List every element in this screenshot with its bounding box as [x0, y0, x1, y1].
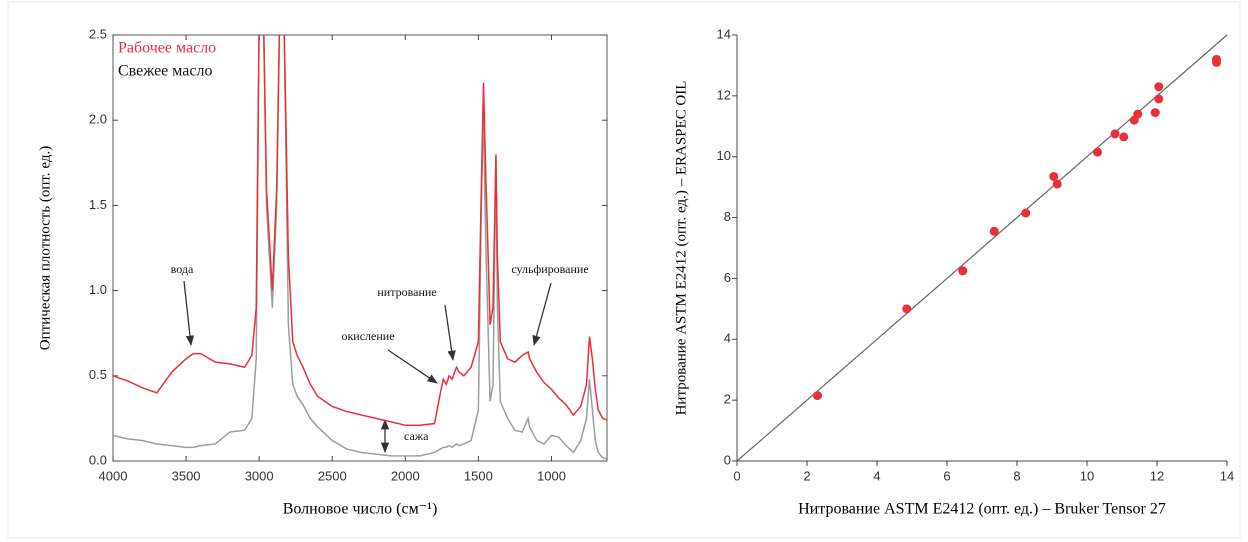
y-axis-label: Оптическая плотность (опт. ед.): [37, 146, 53, 350]
annotation: сульфирование: [511, 262, 588, 276]
y-tick-label: 0.5: [89, 367, 107, 382]
point: [1119, 132, 1129, 142]
point: [1021, 208, 1031, 218]
y-tick-label: 10: [717, 148, 731, 163]
spectrum-line: [113, 35, 607, 460]
y-tick-label: 2.0: [89, 112, 107, 127]
point: [902, 304, 912, 314]
point: [1052, 179, 1062, 189]
y-tick-label: 12: [717, 87, 731, 102]
x-tick-label: 8: [1013, 468, 1020, 483]
x-tick-label: 0: [733, 468, 740, 483]
x-tick-label: 14: [1220, 468, 1234, 483]
x-tick-label: 3500: [172, 468, 201, 483]
y-axis-label: Нитрование ASTM E2412 (опт. ед.) – ERASP…: [673, 81, 689, 416]
identity-line: [736, 34, 1228, 462]
frame: [7, 1, 1241, 539]
annotation: сажа: [404, 429, 429, 443]
point: [958, 266, 968, 276]
y-tick-label: 0.0: [89, 452, 107, 467]
y-tick-label: 4: [724, 331, 731, 346]
legend-entry: Свежее масло: [118, 63, 212, 80]
x-axis-label: Нитрование ASTM E2412 (опт. ед.) – Bruke…: [798, 501, 1166, 518]
point: [1154, 82, 1164, 92]
spectrum-line: [113, 35, 607, 426]
y-tick-label: 2: [724, 392, 731, 407]
x-tick-label: 2: [803, 468, 810, 483]
y-tick-label: 8: [724, 209, 731, 224]
annotation: окисление: [341, 329, 394, 343]
point: [1049, 171, 1059, 181]
x-tick-label: 4000: [99, 468, 128, 483]
plot-lines: [113, 35, 607, 460]
point: [1093, 147, 1102, 157]
x-tick-label: 1500: [464, 468, 493, 483]
y-tick-label: 0: [724, 452, 731, 467]
annotation: вода: [171, 262, 194, 276]
x-tick-label: 10: [1080, 468, 1094, 483]
point: [1154, 94, 1164, 104]
y-tick-label: 1.5: [89, 197, 107, 212]
arrow: [387, 349, 438, 384]
y-tick-label: 2.5: [89, 26, 107, 41]
y-tick-label: 14: [717, 26, 731, 41]
y-tick-label: 1.0: [89, 282, 107, 297]
x-tick-label: 6: [943, 468, 950, 483]
x-tick-label: 2000: [391, 468, 420, 483]
arrow: [183, 280, 195, 347]
legend-entry: Рабочее масло: [118, 40, 216, 57]
x-tick-label: 2500: [318, 468, 347, 483]
point: [1150, 108, 1160, 118]
point: [1133, 109, 1143, 119]
plot-frame: [112, 34, 608, 462]
x-tick-label: 4: [873, 468, 880, 483]
point: [989, 226, 999, 236]
arrow: [532, 282, 552, 347]
point: [1212, 54, 1221, 64]
x-tick-label: 3000: [245, 468, 274, 483]
x-tick-label: 1000: [537, 468, 566, 483]
point: [813, 391, 822, 401]
arrow: [444, 304, 456, 362]
y-tick-label: 6: [724, 270, 731, 285]
point: [1110, 129, 1120, 139]
annotation: нитрование: [377, 285, 436, 299]
x-tick-label: 12: [1150, 468, 1164, 483]
x-axis-label: Волновое число (см⁻¹): [283, 501, 438, 518]
